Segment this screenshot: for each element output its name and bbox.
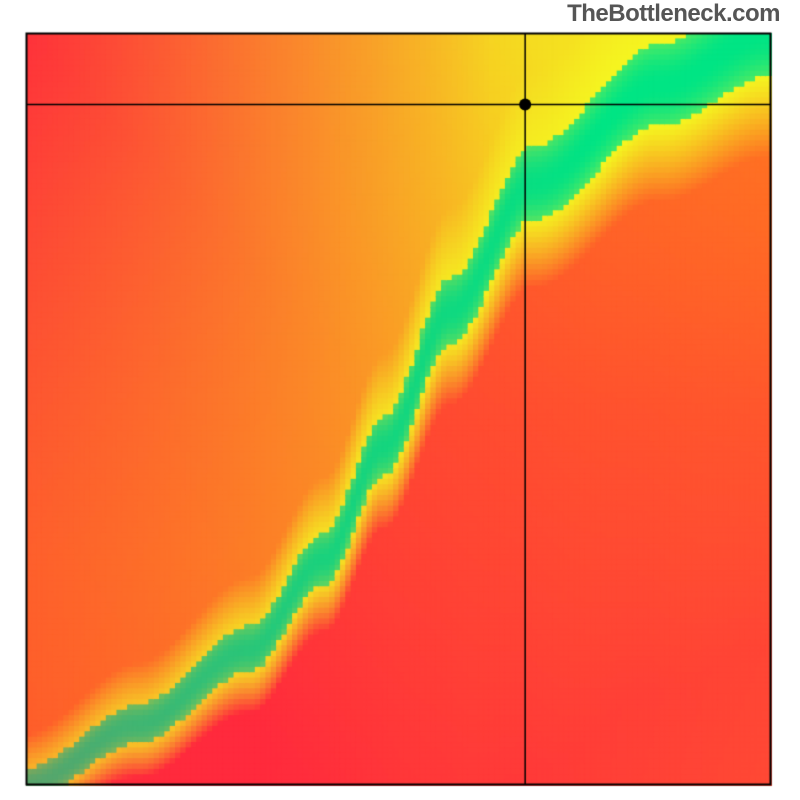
watermark-text: TheBottleneck.com bbox=[567, 0, 780, 28]
bottleneck-heatmap bbox=[0, 0, 800, 800]
